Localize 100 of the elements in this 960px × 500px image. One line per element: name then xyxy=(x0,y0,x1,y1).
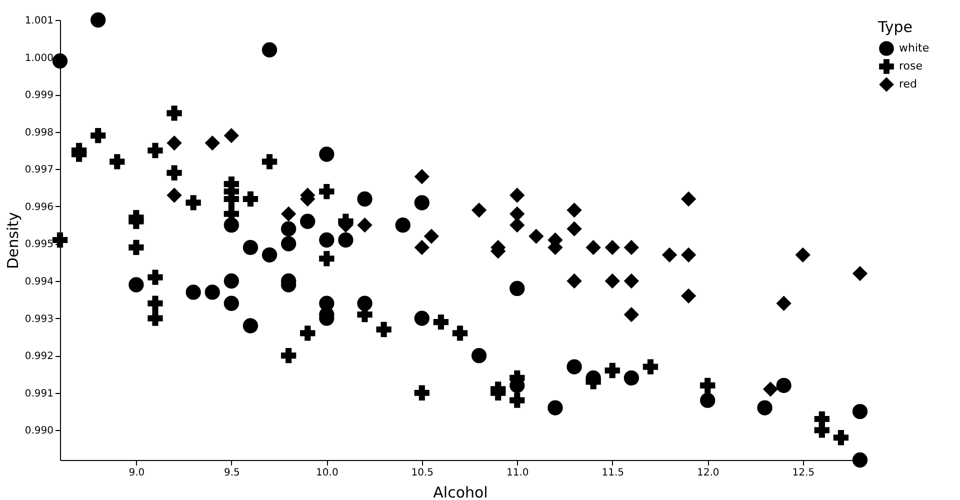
point xyxy=(424,228,440,244)
point xyxy=(166,165,182,180)
point xyxy=(414,310,430,326)
y-tick-label: 0.999 xyxy=(24,90,54,102)
point xyxy=(242,240,258,256)
point xyxy=(204,284,220,300)
point xyxy=(148,310,163,326)
point xyxy=(52,53,68,69)
x-tick-label: 9.0 xyxy=(128,468,145,478)
point xyxy=(52,232,68,248)
legend-label: rose xyxy=(899,60,923,72)
y-tick-label: 0.991 xyxy=(24,388,54,400)
point xyxy=(586,240,601,256)
x-tick-label: 12.5 xyxy=(792,468,814,478)
point xyxy=(128,214,144,229)
legend-label: red xyxy=(899,78,918,90)
point xyxy=(110,154,125,170)
point xyxy=(300,326,316,341)
y-tick-label: 0.996 xyxy=(24,202,54,213)
point xyxy=(414,240,430,256)
y-tick-label: 0.997 xyxy=(24,164,54,176)
point xyxy=(280,348,296,364)
point xyxy=(186,284,201,300)
point xyxy=(433,314,449,330)
x-axis-title: Alcohol xyxy=(433,484,488,500)
point xyxy=(90,128,106,144)
point xyxy=(624,240,640,256)
point xyxy=(148,142,163,158)
y-tick-label: 1.000 xyxy=(24,52,54,64)
y-tick-label: 0.994 xyxy=(24,276,54,288)
point xyxy=(852,452,868,468)
point xyxy=(776,378,792,393)
y-tick-label: 0.992 xyxy=(24,351,54,362)
point xyxy=(566,221,582,236)
y-tick-label: 0.993 xyxy=(24,314,54,325)
point xyxy=(242,191,258,207)
point xyxy=(566,359,582,374)
point xyxy=(414,385,430,400)
point xyxy=(795,247,810,262)
point xyxy=(833,430,849,446)
point xyxy=(510,392,525,408)
point xyxy=(852,404,868,420)
x-tick-label: 9.5 xyxy=(224,468,240,478)
point xyxy=(642,359,658,374)
point xyxy=(224,128,240,144)
x-tick-label: 11.0 xyxy=(506,468,529,478)
point xyxy=(262,42,278,58)
y-axis-title: Density xyxy=(4,212,22,270)
point xyxy=(166,135,182,151)
point xyxy=(510,280,525,296)
point xyxy=(319,184,334,200)
point xyxy=(357,191,372,207)
point xyxy=(776,296,792,311)
point xyxy=(71,146,87,162)
point xyxy=(319,232,334,248)
x-tick-label: 11.5 xyxy=(602,468,624,478)
point xyxy=(624,306,640,322)
point xyxy=(662,247,678,262)
point xyxy=(90,12,106,28)
point xyxy=(224,296,240,311)
legend-title: Type xyxy=(877,18,912,36)
point xyxy=(280,206,296,222)
point xyxy=(510,206,525,222)
point xyxy=(700,392,716,408)
x-tick-label: 10.0 xyxy=(316,468,338,478)
y-tick-label: 0.998 xyxy=(24,127,54,138)
point xyxy=(319,146,334,162)
point xyxy=(280,221,296,236)
point xyxy=(471,202,487,218)
point xyxy=(566,202,582,218)
point xyxy=(604,362,620,378)
point xyxy=(262,247,278,262)
legend-label: white xyxy=(899,42,930,54)
point xyxy=(242,318,258,334)
point xyxy=(128,277,144,292)
point xyxy=(300,214,316,229)
point xyxy=(224,273,240,289)
point xyxy=(471,348,487,364)
point xyxy=(338,232,354,248)
point xyxy=(510,218,525,233)
y-tick-label: 0.990 xyxy=(24,426,54,437)
point xyxy=(624,370,640,386)
point xyxy=(319,251,334,266)
point xyxy=(762,382,778,397)
point xyxy=(566,273,582,289)
point xyxy=(680,191,696,207)
point xyxy=(680,288,696,304)
point xyxy=(186,195,201,210)
point xyxy=(280,236,296,252)
point xyxy=(128,240,144,256)
point xyxy=(376,322,392,338)
point xyxy=(680,247,696,262)
point xyxy=(395,218,410,233)
y-tick-label: 0.995 xyxy=(24,239,54,250)
point xyxy=(757,400,772,416)
point xyxy=(548,400,563,416)
point xyxy=(262,154,278,170)
point xyxy=(452,326,468,341)
point xyxy=(604,240,620,256)
point xyxy=(414,195,430,210)
